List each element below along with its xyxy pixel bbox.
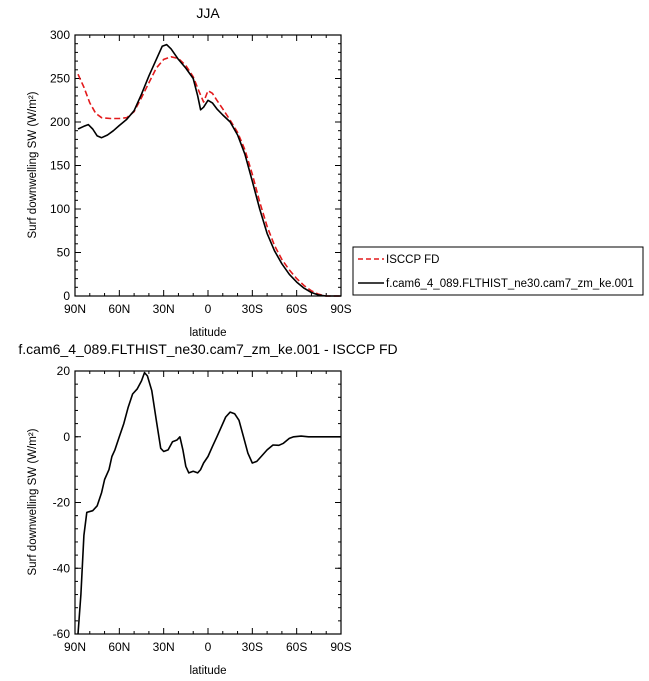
bottom-chart-title: f.cam6_4_089.FLTHIST_ne30.cam7_zm_ke.001…: [18, 341, 397, 357]
x-tick-label: 60N: [108, 640, 130, 654]
x-tick-label: 30S: [242, 302, 263, 316]
x-tick-label: 90S: [330, 302, 351, 316]
y-tick-label: 0: [63, 430, 70, 444]
legend-label-isccp: ISCCP FD: [386, 254, 439, 266]
x-tick-label: 90N: [64, 640, 86, 654]
bottom-series: [77, 371, 341, 635]
x-tick-label: 60S: [286, 640, 307, 654]
y-tick-label: 20: [57, 364, 71, 378]
y-tick-label: 0: [63, 289, 70, 303]
top-x-axis-label: latitude: [189, 327, 226, 339]
top-ticks: 90N 60N 30N 0 30S 60S 90S 0 50 100 150 200 250 300: [50, 28, 352, 316]
bottom-ticks: 90N 60N 30N 0 30S 60S 90S -60 -40 -20 0 20: [53, 364, 352, 654]
bottom-x-axis-label: latitude: [189, 665, 226, 677]
legend-frame: [352, 246, 644, 296]
x-tick-label: 60S: [286, 302, 307, 316]
x-tick-label: 0: [205, 302, 212, 316]
y-tick-label: 100: [50, 202, 70, 216]
bottom-plot-frame: [74, 370, 342, 635]
y-tick-label: -60: [53, 627, 71, 641]
x-tick-label: 90S: [330, 640, 351, 654]
top-series: [77, 43, 341, 297]
x-tick-label: 60N: [108, 302, 130, 316]
top-y-axis-label: Surf downwelling SW (W/m²): [27, 91, 39, 238]
top-chart-title: JJA: [196, 5, 220, 21]
bottom-y-axis-label: Surf downwelling SW (W/m²): [27, 428, 39, 575]
series-line-0: [77, 371, 341, 635]
x-tick-label: 30N: [153, 302, 175, 316]
x-tick-label: 30S: [242, 640, 263, 654]
x-tick-label: 90N: [64, 302, 86, 316]
x-tick-label: 0: [205, 640, 212, 654]
top-plot-frame: [74, 34, 342, 297]
x-tick-label: 30N: [153, 640, 175, 654]
series-line-1: [77, 43, 341, 297]
y-tick-label: -20: [53, 496, 71, 510]
y-tick-label: 50: [57, 246, 71, 260]
series-line-0: [77, 56, 341, 297]
bottom-panel: f.cam6_4_089.FLTHIST_ne30.cam7_zm_ke.001…: [18, 341, 397, 677]
legend: ISCCP FD f.cam6_4_089.FLTHIST_ne30.cam7_…: [352, 246, 644, 296]
y-tick-label: 300: [50, 28, 70, 42]
y-tick-label: 200: [50, 115, 70, 129]
y-tick-label: 150: [50, 159, 70, 173]
y-tick-label: 250: [50, 72, 70, 86]
y-tick-label: -40: [53, 561, 71, 575]
top-panel: JJA 90N 60N 30N 0 30S 60S 90S 0 50 100 150 200 250 30…: [27, 5, 352, 339]
legend-label-model: f.cam6_4_089.FLTHIST_ne30.cam7_zm_ke.001: [386, 278, 634, 290]
